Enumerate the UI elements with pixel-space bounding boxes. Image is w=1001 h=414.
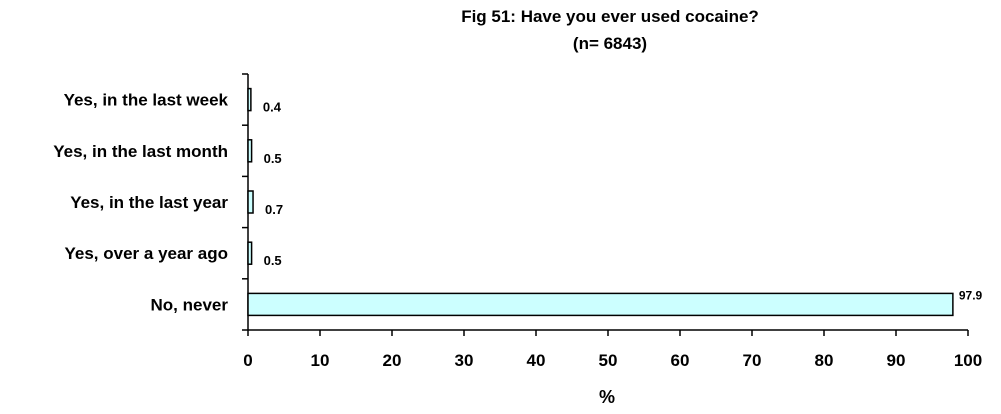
x-tick-label: 20 [383, 351, 402, 370]
x-tick-label: 30 [455, 351, 474, 370]
x-tick-label: 100 [954, 351, 982, 370]
value-label: 0.5 [264, 151, 282, 166]
x-tick-label: 50 [599, 351, 618, 370]
plot-area: 0 10 20 30 40 50 60 70 80 90 100 Yes, in the last w… [53, 73, 983, 370]
x-tick-label: 70 [743, 351, 762, 370]
x-tick-label: 90 [887, 351, 906, 370]
category-label: Yes, over a year ago [65, 244, 229, 263]
x-tick-label: 0 [243, 351, 252, 370]
bar [247, 190, 254, 214]
value-label: 97.9 [959, 288, 983, 302]
value-label: 0.5 [264, 253, 282, 268]
value-label: 0.7 [265, 202, 283, 217]
category-label: Yes, in the last month [53, 142, 228, 161]
x-tick-label: 10 [311, 351, 330, 370]
bar [247, 87, 252, 112]
bar [247, 292, 954, 317]
x-tick-label: 40 [527, 351, 546, 370]
x-tick-label: 80 [815, 351, 834, 370]
category-label: Yes, in the last year [70, 193, 228, 212]
bar [247, 241, 253, 265]
x-axis-label: % [599, 387, 615, 407]
chart-title: Fig 51: Have you ever used cocaine? [461, 7, 759, 26]
bar [247, 139, 253, 163]
value-label: 0.4 [263, 100, 282, 115]
chart-subtitle: (n= 6843) [573, 34, 647, 53]
category-label: No, never [151, 295, 229, 314]
x-tick-label: 60 [671, 351, 690, 370]
category-label: Yes, in the last week [64, 91, 229, 110]
